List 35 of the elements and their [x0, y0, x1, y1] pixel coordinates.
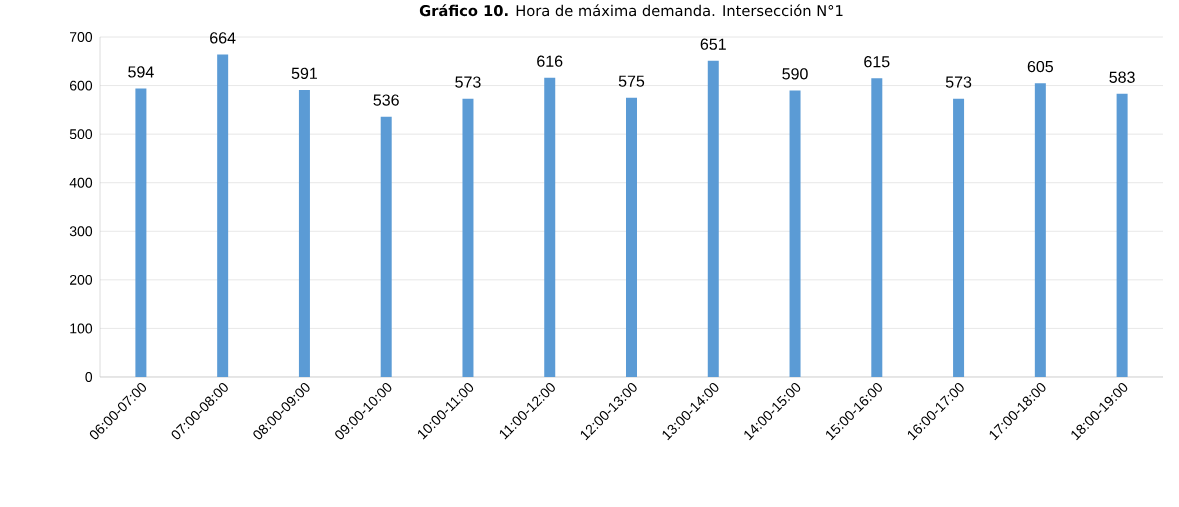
data-label: 594: [128, 66, 154, 78]
data-label: 664: [210, 32, 236, 44]
y-tick-label: 700: [69, 32, 93, 42]
bar: [1034, 83, 1046, 377]
bar: [953, 98, 965, 377]
bar: [626, 97, 637, 377]
bar: [380, 116, 392, 377]
bar: [217, 54, 229, 377]
y-tick-label: 100: [70, 323, 93, 334]
bar: [707, 60, 719, 377]
data-label: 575: [618, 75, 645, 87]
chart-title: Gráfico 10. Hora de máxima demanda. Intersección N°1: [419, 4, 843, 17]
data-label: 536: [373, 94, 399, 106]
data-label: 590: [782, 68, 808, 80]
y-tick-label: 600: [69, 80, 93, 91]
data-label: 583: [1109, 71, 1135, 83]
data-label: 615: [864, 56, 890, 68]
bar: [544, 77, 556, 377]
y-tick-label: 200: [69, 274, 93, 285]
data-label: 573: [945, 76, 972, 88]
bar: [298, 89, 310, 377]
data-label: 651: [700, 38, 726, 50]
y-tick-label: 300: [69, 226, 93, 237]
bar: [789, 90, 801, 377]
bar: [135, 88, 147, 377]
data-label: 616: [537, 55, 563, 67]
bar: [1116, 93, 1128, 377]
y-tick-label: 400: [69, 177, 93, 188]
bar: [871, 78, 883, 377]
data-label: 573: [455, 76, 481, 88]
y-tick-label: 0: [85, 372, 93, 382]
y-tick-label: 500: [69, 129, 93, 140]
data-label: 605: [1027, 60, 1053, 73]
data-label: 591: [291, 67, 317, 79]
bar: [462, 98, 474, 377]
